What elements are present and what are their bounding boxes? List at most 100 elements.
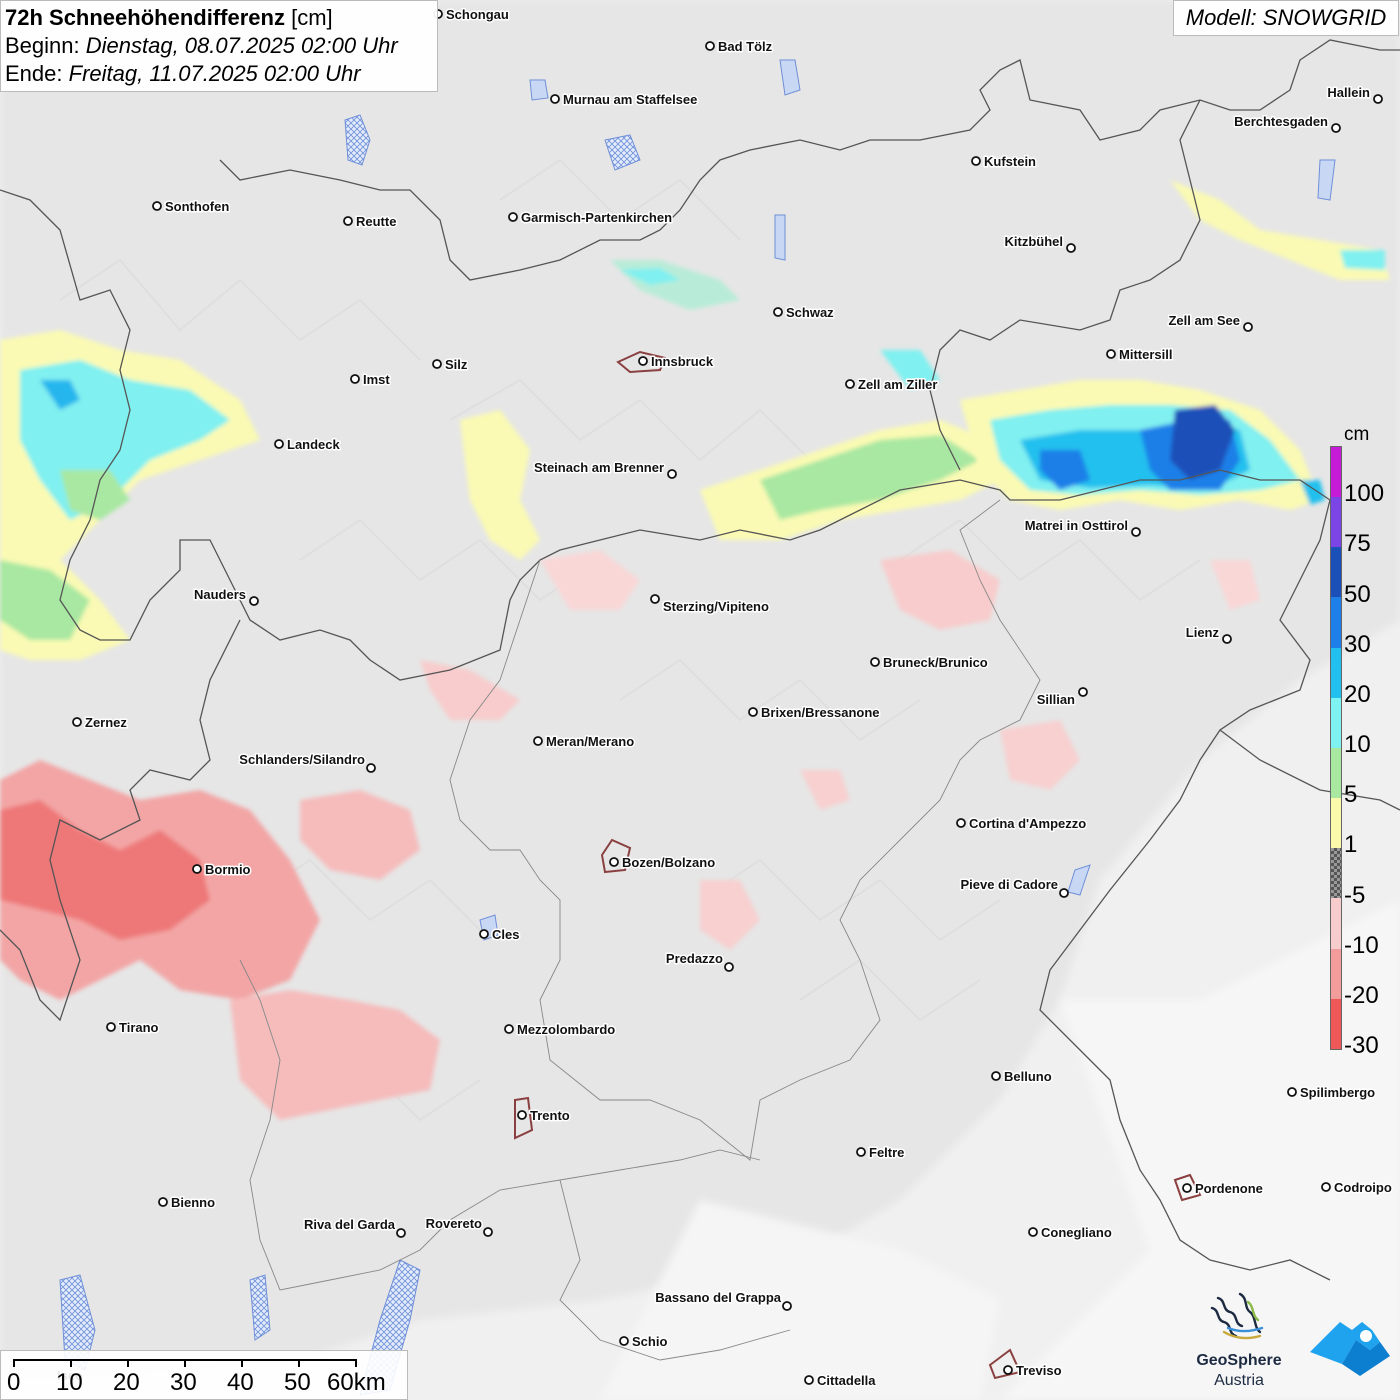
city-label: Pordenone: [1195, 1181, 1263, 1196]
geosphere-mark-icon: [1210, 1292, 1264, 1340]
begin-value: Dienstag, 08.07.2025 02:00 Uhr: [85, 33, 398, 58]
city-marker-icon: [804, 1375, 814, 1385]
city-bienno: Bienno: [158, 1194, 217, 1212]
city-marker-icon: [1028, 1227, 1038, 1237]
scale-bar: 0 10 20 30 40 50 60km: [0, 1350, 408, 1400]
city-marker-icon: [956, 818, 966, 828]
city-label: Innsbruck: [651, 354, 714, 369]
legend-label: 10: [1344, 731, 1371, 758]
city-label: Mittersill: [1119, 347, 1172, 362]
legend-swatch: [1331, 998, 1341, 1049]
city-marker-icon: [1321, 1182, 1331, 1192]
city-feltre: Feltre: [856, 1144, 906, 1162]
city-label: Berchtesgaden: [1234, 114, 1328, 129]
city-label: Lienz: [1186, 625, 1220, 640]
scale-tick: [184, 1359, 186, 1367]
city-label: Trento: [530, 1108, 570, 1123]
city-meran-merano: Meran/Merano: [533, 733, 636, 751]
snow-depth-field: [0, 180, 1390, 1120]
city-marker-icon: [192, 864, 202, 874]
legend-label: 30: [1344, 630, 1371, 658]
city-predazzo: Predazzo: [664, 950, 734, 972]
end-label: Ende:: [5, 61, 63, 86]
legend-swatch: [1331, 597, 1341, 648]
legend-swatch: [1331, 497, 1341, 548]
city-marker-icon: [249, 596, 259, 606]
city-zernez: Zernez: [72, 714, 129, 732]
city-berchtesgaden: Berchtesgaden: [1233, 113, 1341, 133]
legend-unit: cm: [1344, 424, 1370, 445]
city-label: Mezzolombardo: [517, 1022, 615, 1037]
city-imst: Imst: [350, 371, 392, 389]
city-marker-icon: [343, 216, 353, 226]
scale-label: 20: [113, 1369, 140, 1396]
scale-tick: [127, 1359, 129, 1367]
city-label: Zernez: [85, 715, 127, 730]
city-marker-icon: [1059, 888, 1069, 898]
scale-label: 60km: [327, 1369, 386, 1396]
city-marker-icon: [152, 201, 162, 211]
city-marker-icon: [1131, 527, 1141, 537]
legend-swatch: [1331, 447, 1341, 498]
city-marker-icon: [650, 594, 660, 604]
city-label: Hallein: [1327, 85, 1370, 100]
map-title-box: 72h Schneehöhendifferenz [cm] Beginn: Di…: [0, 0, 438, 92]
city-label: Schlanders/Silandro: [239, 752, 365, 767]
legend-swatch: [1331, 948, 1341, 999]
city-bruneck-brunico: Bruneck/Brunico: [870, 654, 989, 672]
city-marker-icon: [1373, 94, 1383, 104]
color-legend: cm 100 75 50 30 20 10 5 1 -5 -10 -20 -30: [1326, 424, 1400, 1058]
legend-label: 50: [1344, 580, 1371, 608]
city-codroipo: Codroipo: [1321, 1179, 1393, 1197]
legend-swatch: [1331, 547, 1341, 598]
scale-tick: [13, 1359, 15, 1367]
city-cles: Cles: [479, 926, 521, 944]
city-outlines: [514, 350, 1202, 1380]
city-steinach-am-brenner: Steinach am Brenner: [532, 459, 677, 479]
model-label: Modell: SNOWGRID: [1173, 0, 1399, 36]
map-title-unit: [cm]: [291, 5, 333, 30]
city-label: Sonthofen: [165, 199, 229, 214]
city-tirano: Tirano: [106, 1019, 160, 1037]
city-marker-icon: [106, 1022, 116, 1032]
city-pordenone: Pordenone: [1182, 1180, 1264, 1198]
city-marker-icon: [396, 1228, 406, 1238]
city-kitzb-hel: Kitzbühel: [1003, 233, 1076, 253]
legend-label: 20: [1344, 680, 1371, 708]
scale-tick: [241, 1359, 243, 1367]
city-brixen-bressanone: Brixen/Bressanone: [748, 704, 881, 722]
city-label: Bruneck/Brunico: [883, 655, 988, 670]
city-marker-icon: [1003, 1365, 1013, 1375]
city-marker-icon: [856, 1147, 866, 1157]
legend-label: -30: [1344, 1032, 1379, 1059]
city-label: Imst: [363, 372, 390, 387]
logo-line2: Austria: [1214, 1372, 1264, 1389]
city-label: Sillian: [1037, 692, 1075, 707]
city-label: Bassano del Grappa: [655, 1290, 781, 1305]
city-label: Meran/Merano: [546, 734, 634, 749]
city-marker-icon: [638, 356, 648, 366]
legend-label: 100: [1344, 480, 1385, 508]
city-schio: Schio: [619, 1333, 669, 1351]
city-treviso: Treviso: [1003, 1362, 1063, 1380]
legend-swatch: [1331, 798, 1341, 849]
city-innsbruck: Innsbruck: [638, 353, 715, 371]
city-label: Belluno: [1004, 1069, 1052, 1084]
city-label: Kufstein: [984, 154, 1036, 169]
city-label: Predazzo: [666, 951, 723, 966]
legend-label: 5: [1344, 781, 1358, 809]
cities: Schongau Bad Tölz Murnau am Staffelsee Hall…: [55, 6, 1393, 1390]
city-riva-del-garda: Riva del Garda: [302, 1216, 406, 1238]
city-label: Steinach am Brenner: [534, 460, 664, 475]
city-marker-icon: [991, 1071, 1001, 1081]
lakes: [59, 59, 1336, 1396]
region-borders: [239, 499, 1041, 1361]
city-spilimbergo: Spilimbergo: [1287, 1084, 1377, 1102]
city-label: Schio: [632, 1334, 667, 1349]
legend-label: -20: [1344, 981, 1379, 1009]
city-marker-icon: [619, 1336, 629, 1346]
city-label: Spilimbergo: [1300, 1085, 1375, 1100]
city-label: Cortina d'Ampezzo: [969, 816, 1086, 831]
end-value: Freitag, 11.07.2025 02:00 Uhr: [68, 61, 361, 86]
